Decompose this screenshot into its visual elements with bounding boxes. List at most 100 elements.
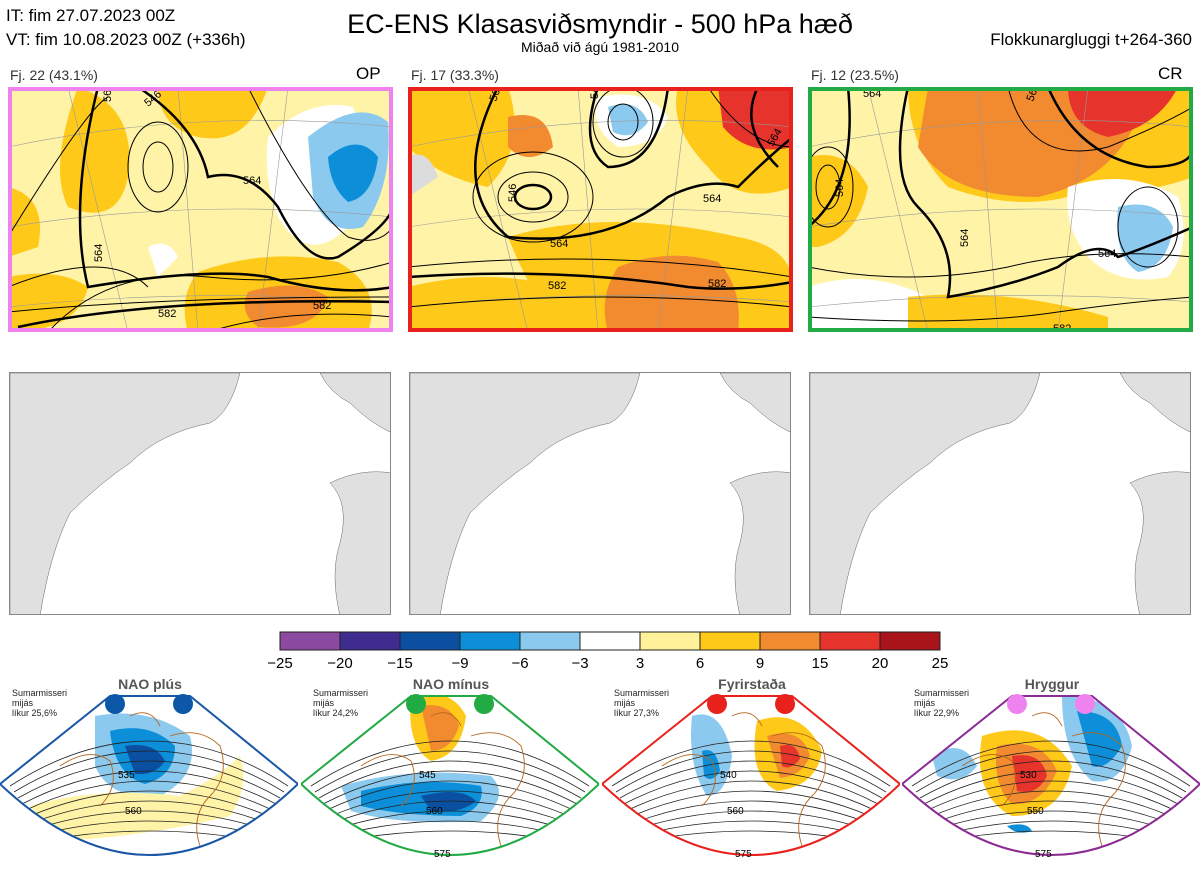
colorbar-tick-label: −3 <box>571 655 589 672</box>
regime-panel: 530 550 575 Hryggur Sumarmisseri mijás líkur 2… <box>900 676 1200 871</box>
panel-1-border <box>8 87 393 332</box>
regime-contour-label: 550 <box>1027 806 1044 817</box>
panel-3-label: Fj. 12 (23.5%) <box>811 67 899 83</box>
regime-fan-map: 535 560 <box>0 694 300 856</box>
regime-contour-label: 545 <box>419 770 436 781</box>
anomaly-map-1 <box>9 372 391 615</box>
panel-2-contour-label: 582 <box>708 278 726 290</box>
regime-contour-label: 560 <box>727 806 744 817</box>
panel-3-contour-label: 582 <box>1053 323 1071 332</box>
anomaly-map-3 <box>809 372 1191 615</box>
regime-marker-dot <box>474 694 494 714</box>
panel-1-tag: OP <box>356 64 381 83</box>
regime-contour-label: 560 <box>125 806 142 817</box>
colorbar-tick-label: 15 <box>811 655 829 672</box>
regime-contour-label: 530 <box>1020 770 1037 781</box>
regime-contour-label: 575 <box>735 849 752 860</box>
cluster-map-3: 564 564 564 564 564 582 <box>808 87 1193 332</box>
cluster-map-1: 564 546 564 564 582 582 <box>8 87 393 332</box>
panel-2-contour-label: 564 <box>703 193 721 205</box>
classification-window: Flokkunargluggi t+264-360 <box>990 30 1192 49</box>
panel-2-border <box>408 87 793 332</box>
panel-1-contour-label: 582 <box>313 300 331 312</box>
colorbar-cell <box>459 631 521 651</box>
regime-info: Sumarmisseri mijás líkur 25,6% <box>12 688 67 718</box>
regime-marker-dot <box>173 694 193 714</box>
page-title: EC-ENS Klasasviðsmyndir - 500 hPa hæð <box>347 9 853 39</box>
page-subtitle: Miðað við ágú 1981-2010 <box>520 39 679 55</box>
cluster-map-3-canvas: 564 564 564 564 564 582 <box>808 87 1193 332</box>
colorbar <box>279 631 941 651</box>
regime-info-sub: mijás <box>914 698 936 708</box>
regime-info-season: Sumarmisseri <box>914 688 970 698</box>
colorbar-tick-label: −6 <box>511 655 529 672</box>
anomaly-map-2 <box>409 372 791 615</box>
colorbar-tick-label: 6 <box>695 655 705 672</box>
colorbar-tick-label: −9 <box>451 655 469 672</box>
regime-fan-map: 530 550 575 <box>900 694 1200 860</box>
regime-title: Hryggur <box>1024 676 1080 692</box>
regime-info: Sumarmisseri mijás líkur 24,2% <box>313 688 368 718</box>
colorbar-tick-label: −20 <box>327 655 353 672</box>
panel-3-border <box>808 87 1193 332</box>
regime-marker-dot <box>1075 694 1095 714</box>
regime-info: Sumarmisseri mijás líkur 22,9% <box>914 688 969 718</box>
anomaly-map-1-land <box>10 373 390 614</box>
colorbar-cell <box>639 631 701 651</box>
panel-3-tag: CR <box>1158 64 1183 83</box>
colorbar-cell <box>579 631 641 651</box>
cluster-map-2: 564 546 546 564 564 582 582 564 <box>408 87 793 332</box>
regime-contour-label: 560 <box>426 806 443 817</box>
regime-info-season: Sumarmisseri <box>12 688 68 698</box>
colorbar-cell <box>339 631 401 651</box>
regime-panel: 540 560 575 Fyrirstaða Sumarmisseri mijás líku… <box>600 676 902 871</box>
panel-1-label: Fj. 22 (43.1%) <box>10 67 98 83</box>
colorbar-tick-label: 20 <box>871 655 889 672</box>
colorbar-tick-label: 25 <box>931 655 949 672</box>
initial-time: IT: fim 27.07.2023 00Z <box>6 6 176 25</box>
regime-contour-label: 575 <box>1035 849 1052 860</box>
panel-1-contour-label: 564 <box>93 244 105 262</box>
regime-marker-dot <box>406 694 426 714</box>
regime-info-likur: líkur 25,6% <box>12 708 58 718</box>
colorbar-tick-label: −25 <box>267 655 293 672</box>
regime-marker-dot <box>105 694 125 714</box>
panel-3-contour-label: 564 <box>1098 248 1116 260</box>
panel-1-contour-label: 564 <box>243 175 261 187</box>
panel-3-contour-label: 564 <box>863 88 881 100</box>
cluster-map-1-canvas: 564 546 564 564 582 582 <box>8 87 393 332</box>
regime-title: Fyrirstaða <box>718 676 786 692</box>
panel-2-contour-label: 582 <box>548 280 566 292</box>
regime-info-sub: mijás <box>614 698 636 708</box>
colorbar-cell <box>879 631 941 651</box>
panel-2-contour-label: 546 <box>507 184 519 202</box>
anomaly-map-2-land <box>410 373 790 614</box>
regime-fan-map: 545 560 575 <box>299 694 601 860</box>
panel-1-contour-label: 582 <box>158 308 176 320</box>
regime-info: Sumarmisseri mijás líkur 27,3% <box>614 688 669 718</box>
regime-info-likur: líkur 27,3% <box>614 708 660 718</box>
regime-fan-map: 540 560 575 <box>600 694 902 860</box>
cluster-map-2-canvas: 564 546 546 564 564 582 582 564 <box>408 87 793 332</box>
colorbar-tick-label: 3 <box>635 655 645 672</box>
regime-info-likur: líkur 24,2% <box>313 708 359 718</box>
regime-info-sub: mijás <box>12 698 34 708</box>
colorbar-tick-label: −15 <box>387 655 413 672</box>
header-info: IT: fim 27.07.2023 00Z VT: fim 10.08.202… <box>6 4 246 52</box>
panel-3-contour-label: 564 <box>959 229 971 247</box>
panel-2-label: Fj. 17 (33.3%) <box>411 67 499 83</box>
regime-marker-dot <box>707 694 727 714</box>
colorbar-tick-label: 9 <box>755 655 765 672</box>
colorbar-cell <box>519 631 581 651</box>
regime-title: NAO plús <box>118 676 182 692</box>
anomaly-map-3-land <box>810 373 1190 614</box>
regime-contour-label: 540 <box>720 770 737 781</box>
valid-time: VT: fim 10.08.2023 00Z (+336h) <box>6 30 246 49</box>
colorbar-cell <box>399 631 461 651</box>
panel-3-contour-label: 564 <box>834 179 846 197</box>
panel-2-contour-label: 564 <box>550 238 568 250</box>
regime-marker-dot <box>775 694 795 714</box>
colorbar-cell <box>819 631 881 651</box>
regime-info-sub: mijás <box>313 698 335 708</box>
regime-panel: 535 560 NAO plús Sumarmisseri mijás líkur 25,… <box>0 676 300 871</box>
